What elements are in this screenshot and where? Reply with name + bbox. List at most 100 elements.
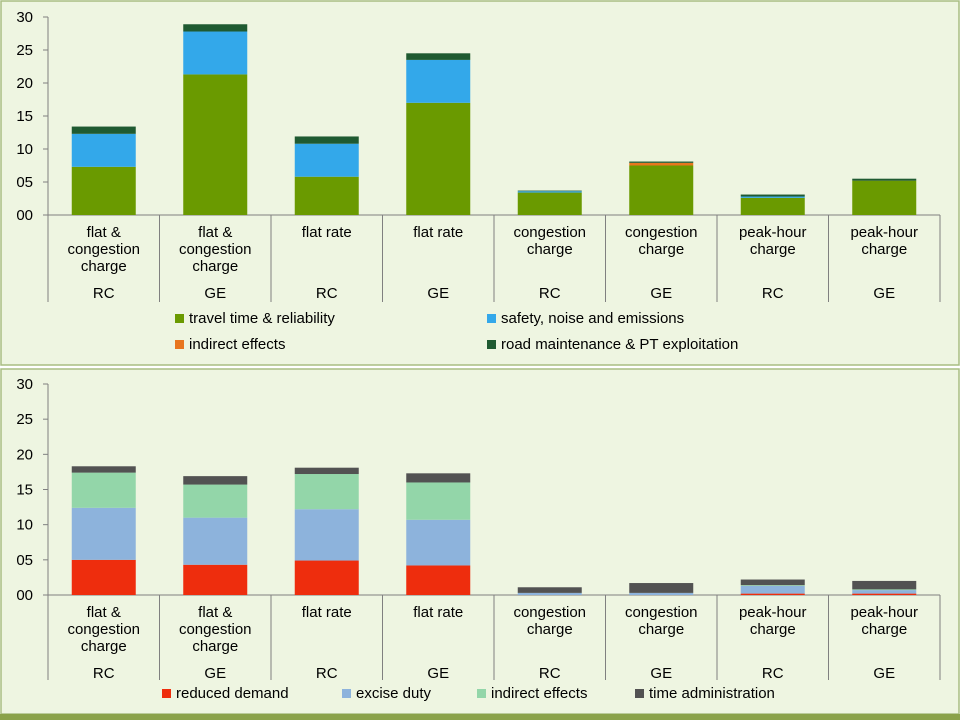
- x-category-label: congestion: [179, 241, 252, 258]
- legend-swatch: [162, 689, 171, 698]
- x-group-label: GE: [204, 285, 226, 302]
- y-tick-label: 05: [16, 174, 33, 191]
- y-tick-label: 00: [16, 207, 33, 224]
- x-category-label: charge: [750, 621, 796, 638]
- x-category-label: charge: [192, 258, 238, 275]
- legend-label: indirect effects: [491, 685, 587, 702]
- bar-segment: [852, 590, 917, 594]
- x-category-label: charge: [861, 621, 907, 638]
- x-category-label: peak-hour: [850, 224, 918, 241]
- legend-label: road maintenance & PT exploitation: [501, 336, 738, 353]
- y-tick-label: 20: [16, 75, 33, 92]
- x-category-label: charge: [861, 241, 907, 258]
- bar-segment: [517, 592, 582, 595]
- bar-segment: [629, 162, 694, 166]
- page-bottom-rule: [0, 714, 960, 720]
- bar-segment: [71, 472, 136, 508]
- legend-swatch: [175, 340, 184, 349]
- legend-swatch: [635, 689, 644, 698]
- bar-segment: [71, 126, 136, 134]
- legend-label: travel time & reliability: [189, 310, 335, 327]
- bar-segment: [517, 190, 582, 192]
- bar-segment: [406, 565, 471, 595]
- bar-segment: [183, 564, 248, 595]
- x-category-label: charge: [192, 638, 238, 655]
- bar-segment: [183, 484, 248, 518]
- legend-label: safety, noise and emissions: [501, 310, 684, 327]
- bar-segment: [71, 133, 136, 167]
- x-category-label: charge: [527, 621, 573, 638]
- bar-segment: [740, 196, 805, 198]
- bar-segment: [629, 583, 694, 593]
- x-category-label: peak-hour: [739, 604, 807, 621]
- y-tick-label: 25: [16, 411, 33, 428]
- x-group-label: RC: [316, 665, 338, 682]
- x-group-label: GE: [427, 665, 449, 682]
- legend-swatch: [487, 340, 496, 349]
- y-tick-label: 15: [16, 482, 33, 499]
- bar-segment: [294, 143, 359, 177]
- bar-segment: [183, 31, 248, 75]
- bar-segment: [517, 191, 582, 193]
- x-category-label: flat rate: [302, 224, 352, 241]
- bar-segment: [71, 166, 136, 215]
- bar-segment: [406, 102, 471, 215]
- legend-swatch: [175, 314, 184, 323]
- x-group-label: GE: [204, 665, 226, 682]
- y-tick-label: 15: [16, 108, 33, 125]
- legend-swatch: [342, 689, 351, 698]
- x-group-label: RC: [539, 285, 561, 302]
- bar-segment: [629, 592, 694, 595]
- legend-swatch: [477, 689, 486, 698]
- bar-segment: [517, 587, 582, 593]
- legend-label: excise duty: [356, 685, 432, 702]
- x-category-label: peak-hour: [739, 224, 807, 241]
- bar-segment: [294, 474, 359, 510]
- x-category-label: congestion: [625, 604, 698, 621]
- bar-segment: [740, 579, 805, 586]
- bar-segment: [740, 194, 805, 197]
- x-category-label: peak-hour: [850, 604, 918, 621]
- bar-segment: [183, 517, 248, 565]
- legend-label: time administration: [649, 685, 775, 702]
- bar-segment: [852, 580, 917, 590]
- x-category-label: flat rate: [413, 224, 463, 241]
- bar-segment: [294, 509, 359, 561]
- bar-segment: [852, 593, 917, 595]
- y-tick-label: 30: [16, 376, 33, 393]
- x-category-label: congestion: [513, 604, 586, 621]
- x-category-label: flat &: [87, 604, 121, 621]
- y-tick-label: 05: [16, 552, 33, 569]
- bar-segment: [852, 589, 917, 591]
- bar-segment: [740, 585, 805, 586]
- x-group-label: RC: [93, 665, 115, 682]
- bar-segment: [183, 476, 248, 485]
- bar-segment: [406, 53, 471, 60]
- y-tick-label: 10: [16, 517, 33, 534]
- bar-segment: [406, 519, 471, 566]
- x-category-label: charge: [81, 638, 127, 655]
- y-tick-label: 25: [16, 42, 33, 59]
- x-group-label: RC: [316, 285, 338, 302]
- bar-segment: [294, 467, 359, 475]
- y-tick-label: 10: [16, 141, 33, 158]
- legend-swatch: [487, 314, 496, 323]
- x-group-label: RC: [539, 665, 561, 682]
- x-group-label: GE: [650, 665, 672, 682]
- legend-label: reduced demand: [176, 685, 289, 702]
- legend-label: indirect effects: [189, 336, 285, 353]
- bar-segment: [740, 197, 805, 215]
- bar-segment: [740, 593, 805, 595]
- y-tick-label: 20: [16, 446, 33, 463]
- bottom-panel-frame: [0, 368, 960, 715]
- bar-segment: [406, 59, 471, 103]
- x-category-label: charge: [638, 241, 684, 258]
- x-category-label: charge: [638, 621, 684, 638]
- x-category-label: charge: [527, 241, 573, 258]
- bar-segment: [183, 74, 248, 215]
- bar-segment: [629, 161, 694, 163]
- x-category-label: flat &: [198, 604, 232, 621]
- x-category-label: charge: [750, 241, 796, 258]
